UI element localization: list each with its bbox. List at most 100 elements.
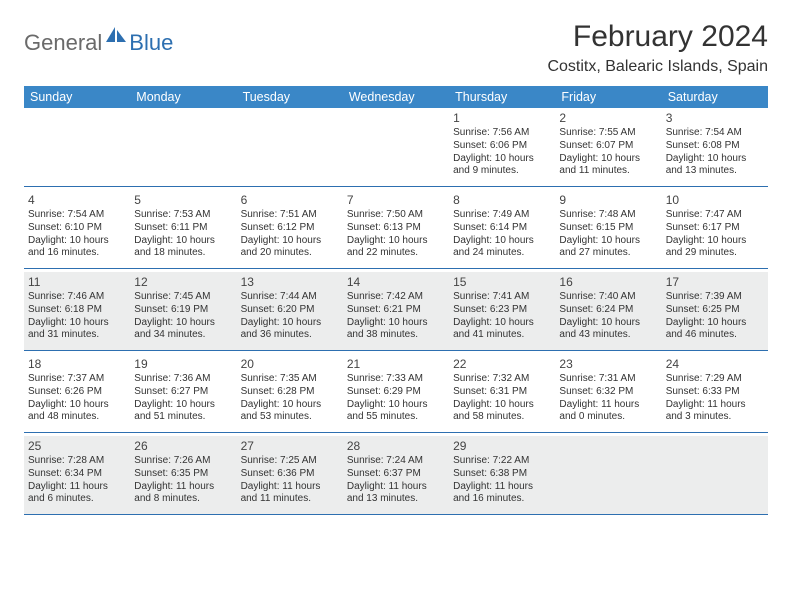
daylight-text: Daylight: 10 hours and 24 minutes. bbox=[453, 235, 551, 261]
day-info: Sunrise: 7:28 AMSunset: 6:34 PMDaylight:… bbox=[28, 455, 126, 506]
day-cell: 28Sunrise: 7:24 AMSunset: 6:37 PMDayligh… bbox=[343, 436, 449, 514]
day-info: Sunrise: 7:53 AMSunset: 6:11 PMDaylight:… bbox=[134, 209, 232, 260]
day-number: 11 bbox=[28, 275, 126, 289]
day-cell: 23Sunrise: 7:31 AMSunset: 6:32 PMDayligh… bbox=[555, 354, 661, 432]
daylight-text: Daylight: 10 hours and 41 minutes. bbox=[453, 317, 551, 343]
sunrise-text: Sunrise: 7:24 AM bbox=[347, 455, 445, 468]
sunset-text: Sunset: 6:37 PM bbox=[347, 468, 445, 481]
day-number: 1 bbox=[453, 111, 551, 125]
day-header: Tuesday bbox=[237, 86, 343, 108]
day-cell: 1 Sunrise: 7:56 AMSunset: 6:06 PMDaylight… bbox=[449, 108, 555, 186]
daylight-text: Daylight: 10 hours and 20 minutes. bbox=[241, 235, 339, 261]
sunrise-text: Sunrise: 7:46 AM bbox=[28, 291, 126, 304]
daylight-text: Daylight: 10 hours and 34 minutes. bbox=[134, 317, 232, 343]
day-cell: 13Sunrise: 7:44 AMSunset: 6:20 PMDayligh… bbox=[237, 272, 343, 350]
daylight-text: Daylight: 10 hours and 31 minutes. bbox=[28, 317, 126, 343]
day-number: 24 bbox=[666, 357, 764, 371]
sunset-text: Sunset: 6:07 PM bbox=[559, 140, 657, 153]
day-header: Monday bbox=[130, 86, 236, 108]
sunrise-text: Sunrise: 7:40 AM bbox=[559, 291, 657, 304]
daylight-text: Daylight: 11 hours and 8 minutes. bbox=[134, 481, 232, 507]
daylight-text: Daylight: 10 hours and 51 minutes. bbox=[134, 399, 232, 425]
daylight-text: Daylight: 10 hours and 9 minutes. bbox=[453, 153, 551, 179]
day-info: Sunrise: 7:55 AMSunset: 6:07 PMDaylight:… bbox=[559, 127, 657, 178]
day-info: Sunrise: 7:47 AMSunset: 6:17 PMDaylight:… bbox=[666, 209, 764, 260]
day-cell: 26Sunrise: 7:26 AMSunset: 6:35 PMDayligh… bbox=[130, 436, 236, 514]
day-cell: 29Sunrise: 7:22 AMSunset: 6:38 PMDayligh… bbox=[449, 436, 555, 514]
sunrise-text: Sunrise: 7:44 AM bbox=[241, 291, 339, 304]
sunset-text: Sunset: 6:10 PM bbox=[28, 222, 126, 235]
daylight-text: Daylight: 11 hours and 11 minutes. bbox=[241, 481, 339, 507]
day-number: 3 bbox=[666, 111, 764, 125]
day-cell: 17Sunrise: 7:39 AMSunset: 6:25 PMDayligh… bbox=[662, 272, 768, 350]
day-info: Sunrise: 7:42 AMSunset: 6:21 PMDaylight:… bbox=[347, 291, 445, 342]
sunset-text: Sunset: 6:29 PM bbox=[347, 386, 445, 399]
day-info: Sunrise: 7:44 AMSunset: 6:20 PMDaylight:… bbox=[241, 291, 339, 342]
sunset-text: Sunset: 6:24 PM bbox=[559, 304, 657, 317]
day-cell: 6Sunrise: 7:51 AMSunset: 6:12 PMDaylight… bbox=[237, 190, 343, 268]
day-header: Wednesday bbox=[343, 86, 449, 108]
day-info: Sunrise: 7:54 AMSunset: 6:10 PMDaylight:… bbox=[28, 209, 126, 260]
day-number: 9 bbox=[559, 193, 657, 207]
day-info: Sunrise: 7:36 AMSunset: 6:27 PMDaylight:… bbox=[134, 373, 232, 424]
sunset-text: Sunset: 6:15 PM bbox=[559, 222, 657, 235]
sunrise-text: Sunrise: 7:33 AM bbox=[347, 373, 445, 386]
day-number: 29 bbox=[453, 439, 551, 453]
sunset-text: Sunset: 6:26 PM bbox=[28, 386, 126, 399]
sunset-text: Sunset: 6:21 PM bbox=[347, 304, 445, 317]
daylight-text: Daylight: 10 hours and 53 minutes. bbox=[241, 399, 339, 425]
day-info: Sunrise: 7:51 AMSunset: 6:12 PMDaylight:… bbox=[241, 209, 339, 260]
day-number: 8 bbox=[453, 193, 551, 207]
day-info: Sunrise: 7:40 AMSunset: 6:24 PMDaylight:… bbox=[559, 291, 657, 342]
sunset-text: Sunset: 6:33 PM bbox=[666, 386, 764, 399]
sunset-text: Sunset: 6:34 PM bbox=[28, 468, 126, 481]
daylight-text: Daylight: 10 hours and 46 minutes. bbox=[666, 317, 764, 343]
sunrise-text: Sunrise: 7:37 AM bbox=[28, 373, 126, 386]
calendar: Sunday Monday Tuesday Wednesday Thursday… bbox=[24, 86, 768, 515]
day-cell bbox=[662, 436, 768, 514]
sunset-text: Sunset: 6:36 PM bbox=[241, 468, 339, 481]
day-info: Sunrise: 7:50 AMSunset: 6:13 PMDaylight:… bbox=[347, 209, 445, 260]
sunrise-text: Sunrise: 7:22 AM bbox=[453, 455, 551, 468]
daylight-text: Daylight: 11 hours and 0 minutes. bbox=[559, 399, 657, 425]
day-info: Sunrise: 7:26 AMSunset: 6:35 PMDaylight:… bbox=[134, 455, 232, 506]
daylight-text: Daylight: 10 hours and 29 minutes. bbox=[666, 235, 764, 261]
sunrise-text: Sunrise: 7:54 AM bbox=[666, 127, 764, 140]
day-cell: 22Sunrise: 7:32 AMSunset: 6:31 PMDayligh… bbox=[449, 354, 555, 432]
sunrise-text: Sunrise: 7:55 AM bbox=[559, 127, 657, 140]
day-info: Sunrise: 7:31 AMSunset: 6:32 PMDaylight:… bbox=[559, 373, 657, 424]
daylight-text: Daylight: 10 hours and 18 minutes. bbox=[134, 235, 232, 261]
day-cell: 7Sunrise: 7:50 AMSunset: 6:13 PMDaylight… bbox=[343, 190, 449, 268]
sunrise-text: Sunrise: 7:54 AM bbox=[28, 209, 126, 222]
day-cell bbox=[237, 108, 343, 186]
day-info: Sunrise: 7:37 AMSunset: 6:26 PMDaylight:… bbox=[28, 373, 126, 424]
day-info: Sunrise: 7:39 AMSunset: 6:25 PMDaylight:… bbox=[666, 291, 764, 342]
day-info: Sunrise: 7:56 AMSunset: 6:06 PMDaylight:… bbox=[453, 127, 551, 178]
week-row: 1 Sunrise: 7:56 AMSunset: 6:06 PMDaylight… bbox=[24, 108, 768, 187]
day-cell: 15Sunrise: 7:41 AMSunset: 6:23 PMDayligh… bbox=[449, 272, 555, 350]
day-cell: 16 Sunrise: 7:40 AMSunset: 6:24 PMDayligh… bbox=[555, 272, 661, 350]
week-row: 4Sunrise: 7:54 AMSunset: 6:10 PMDaylight… bbox=[24, 190, 768, 269]
day-header: Sunday bbox=[24, 86, 130, 108]
day-header: Thursday bbox=[449, 86, 555, 108]
day-number: 16 bbox=[559, 275, 657, 289]
week-row: 11Sunrise: 7:46 AMSunset: 6:18 PMDayligh… bbox=[24, 272, 768, 351]
day-info: Sunrise: 7:33 AMSunset: 6:29 PMDaylight:… bbox=[347, 373, 445, 424]
day-info: Sunrise: 7:32 AMSunset: 6:31 PMDaylight:… bbox=[453, 373, 551, 424]
daylight-text: Daylight: 11 hours and 16 minutes. bbox=[453, 481, 551, 507]
daylight-text: Daylight: 10 hours and 48 minutes. bbox=[28, 399, 126, 425]
sunrise-text: Sunrise: 7:39 AM bbox=[666, 291, 764, 304]
sunset-text: Sunset: 6:31 PM bbox=[453, 386, 551, 399]
sunset-text: Sunset: 6:27 PM bbox=[134, 386, 232, 399]
day-cell: 4Sunrise: 7:54 AMSunset: 6:10 PMDaylight… bbox=[24, 190, 130, 268]
day-number: 2 bbox=[559, 111, 657, 125]
day-number: 25 bbox=[28, 439, 126, 453]
sunset-text: Sunset: 6:25 PM bbox=[666, 304, 764, 317]
day-cell: 18 Sunrise: 7:37 AMSunset: 6:26 PMDayligh… bbox=[24, 354, 130, 432]
sunset-text: Sunset: 6:13 PM bbox=[347, 222, 445, 235]
sunset-text: Sunset: 6:20 PM bbox=[241, 304, 339, 317]
day-cell: 10Sunrise: 7:47 AMSunset: 6:17 PMDayligh… bbox=[662, 190, 768, 268]
daylight-text: Daylight: 11 hours and 13 minutes. bbox=[347, 481, 445, 507]
day-number: 21 bbox=[347, 357, 445, 371]
day-number: 18 bbox=[28, 357, 126, 371]
